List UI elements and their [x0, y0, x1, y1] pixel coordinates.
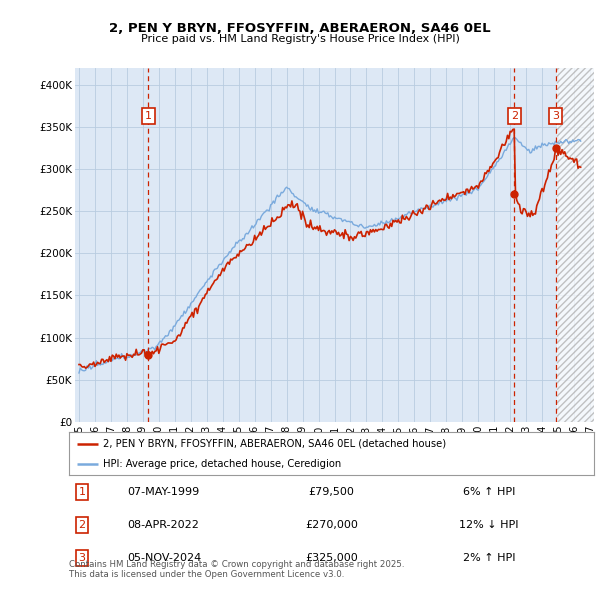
- Text: 08-APR-2022: 08-APR-2022: [127, 520, 199, 530]
- Text: 2, PEN Y BRYN, FFOSYFFIN, ABERAERON, SA46 0EL: 2, PEN Y BRYN, FFOSYFFIN, ABERAERON, SA4…: [109, 22, 491, 35]
- Text: 3: 3: [552, 111, 559, 121]
- Text: 3: 3: [79, 553, 86, 563]
- Text: 2% ↑ HPI: 2% ↑ HPI: [463, 553, 515, 563]
- Text: 2: 2: [79, 520, 86, 530]
- Text: 07-MAY-1999: 07-MAY-1999: [127, 487, 199, 497]
- Text: £325,000: £325,000: [305, 553, 358, 563]
- Text: £79,500: £79,500: [308, 487, 355, 497]
- Bar: [557, 68, 594, 422]
- Text: 2: 2: [511, 111, 518, 121]
- Text: 1: 1: [145, 111, 152, 121]
- Text: 2, PEN Y BRYN, FFOSYFFIN, ABERAERON, SA46 0EL (detached house): 2, PEN Y BRYN, FFOSYFFIN, ABERAERON, SA4…: [103, 439, 446, 449]
- Text: Price paid vs. HM Land Registry's House Price Index (HPI): Price paid vs. HM Land Registry's House …: [140, 34, 460, 44]
- Text: Contains HM Land Registry data © Crown copyright and database right 2025.
This d: Contains HM Land Registry data © Crown c…: [69, 560, 404, 579]
- Text: 05-NOV-2024: 05-NOV-2024: [127, 553, 201, 563]
- Text: HPI: Average price, detached house, Ceredigion: HPI: Average price, detached house, Cere…: [103, 460, 341, 469]
- Text: 6% ↑ HPI: 6% ↑ HPI: [463, 487, 515, 497]
- Text: 1: 1: [79, 487, 86, 497]
- Text: 12% ↓ HPI: 12% ↓ HPI: [459, 520, 519, 530]
- Text: £270,000: £270,000: [305, 520, 358, 530]
